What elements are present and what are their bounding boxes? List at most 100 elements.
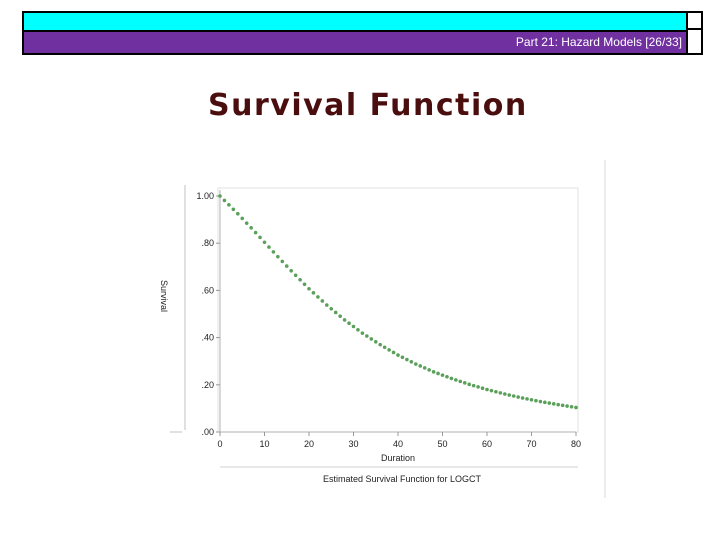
header-corner-box-bottom [686, 30, 703, 55]
survival-point [560, 403, 565, 408]
survival-point [298, 277, 302, 282]
x-tick-label: 50 [437, 439, 447, 449]
y-tick-label: .80 [201, 238, 214, 248]
survival-point [342, 318, 347, 322]
x-tick-label: 70 [526, 439, 536, 449]
survival-point [529, 397, 534, 402]
survival-point [427, 368, 431, 372]
survival-point [284, 264, 289, 268]
survival-point [267, 245, 271, 249]
survival-point [231, 207, 236, 212]
y-tick-label: 1.00 [196, 191, 214, 201]
y-tick-label: .40 [201, 333, 214, 343]
survival-point [271, 250, 276, 254]
x-axis-label: Duration [381, 453, 415, 463]
survival-point [218, 194, 222, 198]
y-tick-label: .20 [201, 380, 214, 390]
survival-point [418, 364, 423, 368]
survival-point [351, 324, 356, 329]
survival-point [382, 345, 387, 350]
survival-point [338, 314, 342, 318]
survival-point [240, 216, 245, 221]
x-tick-label: 10 [259, 439, 269, 449]
y-tick-label: .60 [201, 285, 214, 295]
survival-point [445, 374, 449, 379]
survival-point [378, 342, 383, 347]
survival-point [471, 383, 476, 388]
header-corner-box-top [686, 11, 703, 30]
survival-point [244, 221, 249, 225]
survival-point [480, 386, 485, 391]
survival-point [307, 286, 311, 291]
survival-point [543, 400, 547, 405]
survival-point [422, 366, 427, 370]
survival-point [547, 401, 552, 405]
y-axis-label: Survival [159, 280, 169, 312]
survival-point [534, 398, 538, 403]
survival-point [369, 337, 374, 341]
survival-point [454, 378, 458, 382]
header-bar: Part 21: Hazard Models [26/33] [22, 30, 688, 55]
survival-point [387, 348, 391, 352]
survival-point [440, 373, 445, 377]
survival-point [400, 355, 405, 360]
survival-point [462, 381, 467, 385]
survival-point [489, 388, 494, 393]
survival-point [458, 379, 463, 384]
axis-ticks: 0 10 20 30 40 50 60 70 80 .00 .20 .40 .60 .80 1.00 [196, 191, 581, 449]
survival-point [333, 310, 338, 315]
survival-point [391, 350, 396, 355]
survival-point [520, 396, 525, 400]
y-tick-label: .00 [201, 427, 214, 437]
x-tick-label: 30 [348, 439, 358, 449]
survival-point [249, 226, 253, 230]
survival-point [511, 394, 516, 398]
survival-point [262, 240, 267, 245]
survival-point [227, 203, 231, 207]
survival-point [574, 405, 578, 410]
x-tick-label: 60 [482, 439, 492, 449]
survival-point [280, 259, 285, 264]
plot-area [217, 187, 579, 433]
survival-point [320, 299, 325, 303]
x-tick-label: 80 [571, 439, 581, 449]
survival-point [503, 392, 507, 396]
survival-point [525, 397, 529, 401]
survival-point [551, 402, 556, 406]
chart-footer-caption: Estimated Survival Function for LOGCT [323, 474, 482, 484]
survival-point [373, 339, 378, 344]
survival-point [538, 399, 543, 404]
slide-number-label: Part 21: Hazard Models [26/33] [515, 35, 682, 49]
survival-point [365, 334, 369, 338]
series-points [218, 194, 578, 410]
slide-title: Survival Function [208, 88, 528, 123]
survival-point [556, 402, 560, 407]
survival-point [507, 393, 512, 397]
survival-point [258, 235, 262, 240]
survival-point [302, 282, 307, 287]
survival-point [516, 395, 520, 399]
survival-point [293, 273, 298, 278]
survival-point [325, 303, 329, 307]
survival-point [409, 359, 414, 364]
survival-point [347, 321, 351, 326]
survival-point [565, 404, 569, 408]
survival-point [316, 295, 320, 299]
survival-point [356, 328, 360, 332]
survival-point [485, 387, 489, 392]
x-tick-label: 0 [217, 439, 222, 449]
survival-point [414, 362, 418, 366]
survival-point [449, 376, 454, 381]
survival-point [405, 357, 409, 362]
survival-point [360, 331, 365, 335]
survival-point [436, 371, 440, 376]
survival-point [222, 198, 227, 203]
survival-point [236, 211, 240, 216]
survival-point [311, 291, 316, 295]
survival-point [253, 230, 258, 235]
survival-point [498, 391, 503, 395]
survival-point [431, 370, 436, 374]
survival-point [329, 306, 334, 311]
survival-point [476, 385, 480, 389]
